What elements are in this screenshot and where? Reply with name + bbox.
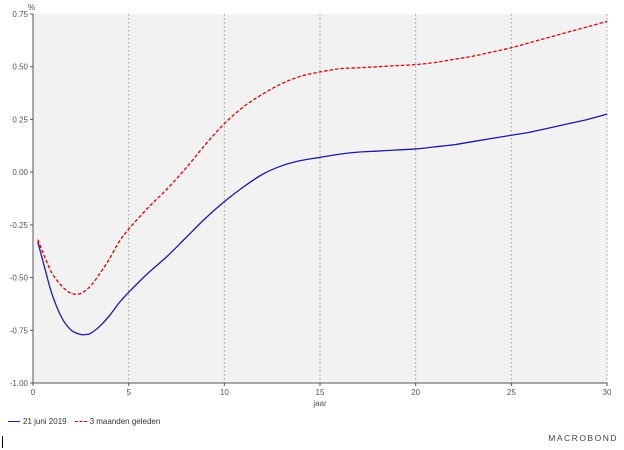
x-tick-label: 0 [31, 388, 36, 397]
legend-swatch-solid [8, 421, 20, 422]
y-tick-label: 0.75 [12, 10, 28, 19]
y-tick-label: -1.00 [10, 379, 29, 388]
x-tick-label: 30 [603, 388, 612, 397]
y-tick-label: 0.25 [12, 115, 28, 124]
text-cursor [2, 436, 3, 448]
legend-swatch-dashed [74, 421, 87, 422]
x-tick-label: 10 [220, 388, 229, 397]
y-axis-title: % [28, 3, 35, 12]
y-tick-label: 0.50 [12, 63, 28, 72]
y-tick-label: 0.00 [12, 168, 28, 177]
legend-label-series-1: 21 juni 2019 [23, 417, 67, 426]
x-tick-label: 25 [507, 388, 516, 397]
brand-logo: MACROBOND [548, 433, 618, 443]
legend-label-series-2: 3 maanden geleden [89, 417, 161, 426]
y-tick-label: -0.75 [10, 326, 29, 335]
legend-item-series-1: 21 juni 2019 [8, 417, 67, 426]
legend: 21 juni 2019 3 maanden geleden [8, 417, 160, 426]
x-tick-label: 20 [411, 388, 420, 397]
y-tick-label: -0.50 [10, 274, 29, 283]
axes: -1.00 -0.75 -0.50 -0.25 0.00 0.25 0.50 0.75 0 5 10… [10, 10, 612, 397]
x-tick-label: 15 [316, 388, 325, 397]
series-line-1 [37, 113, 608, 336]
gridlines [128, 14, 608, 383]
x-tick-label: 5 [126, 388, 131, 397]
legend-item-series-2: 3 maanden geleden [74, 417, 161, 426]
x-axis-title: jaar [312, 399, 327, 408]
y-tick-label: -0.25 [10, 221, 29, 230]
series-line-2 [37, 20, 608, 295]
series-lines [37, 20, 608, 336]
